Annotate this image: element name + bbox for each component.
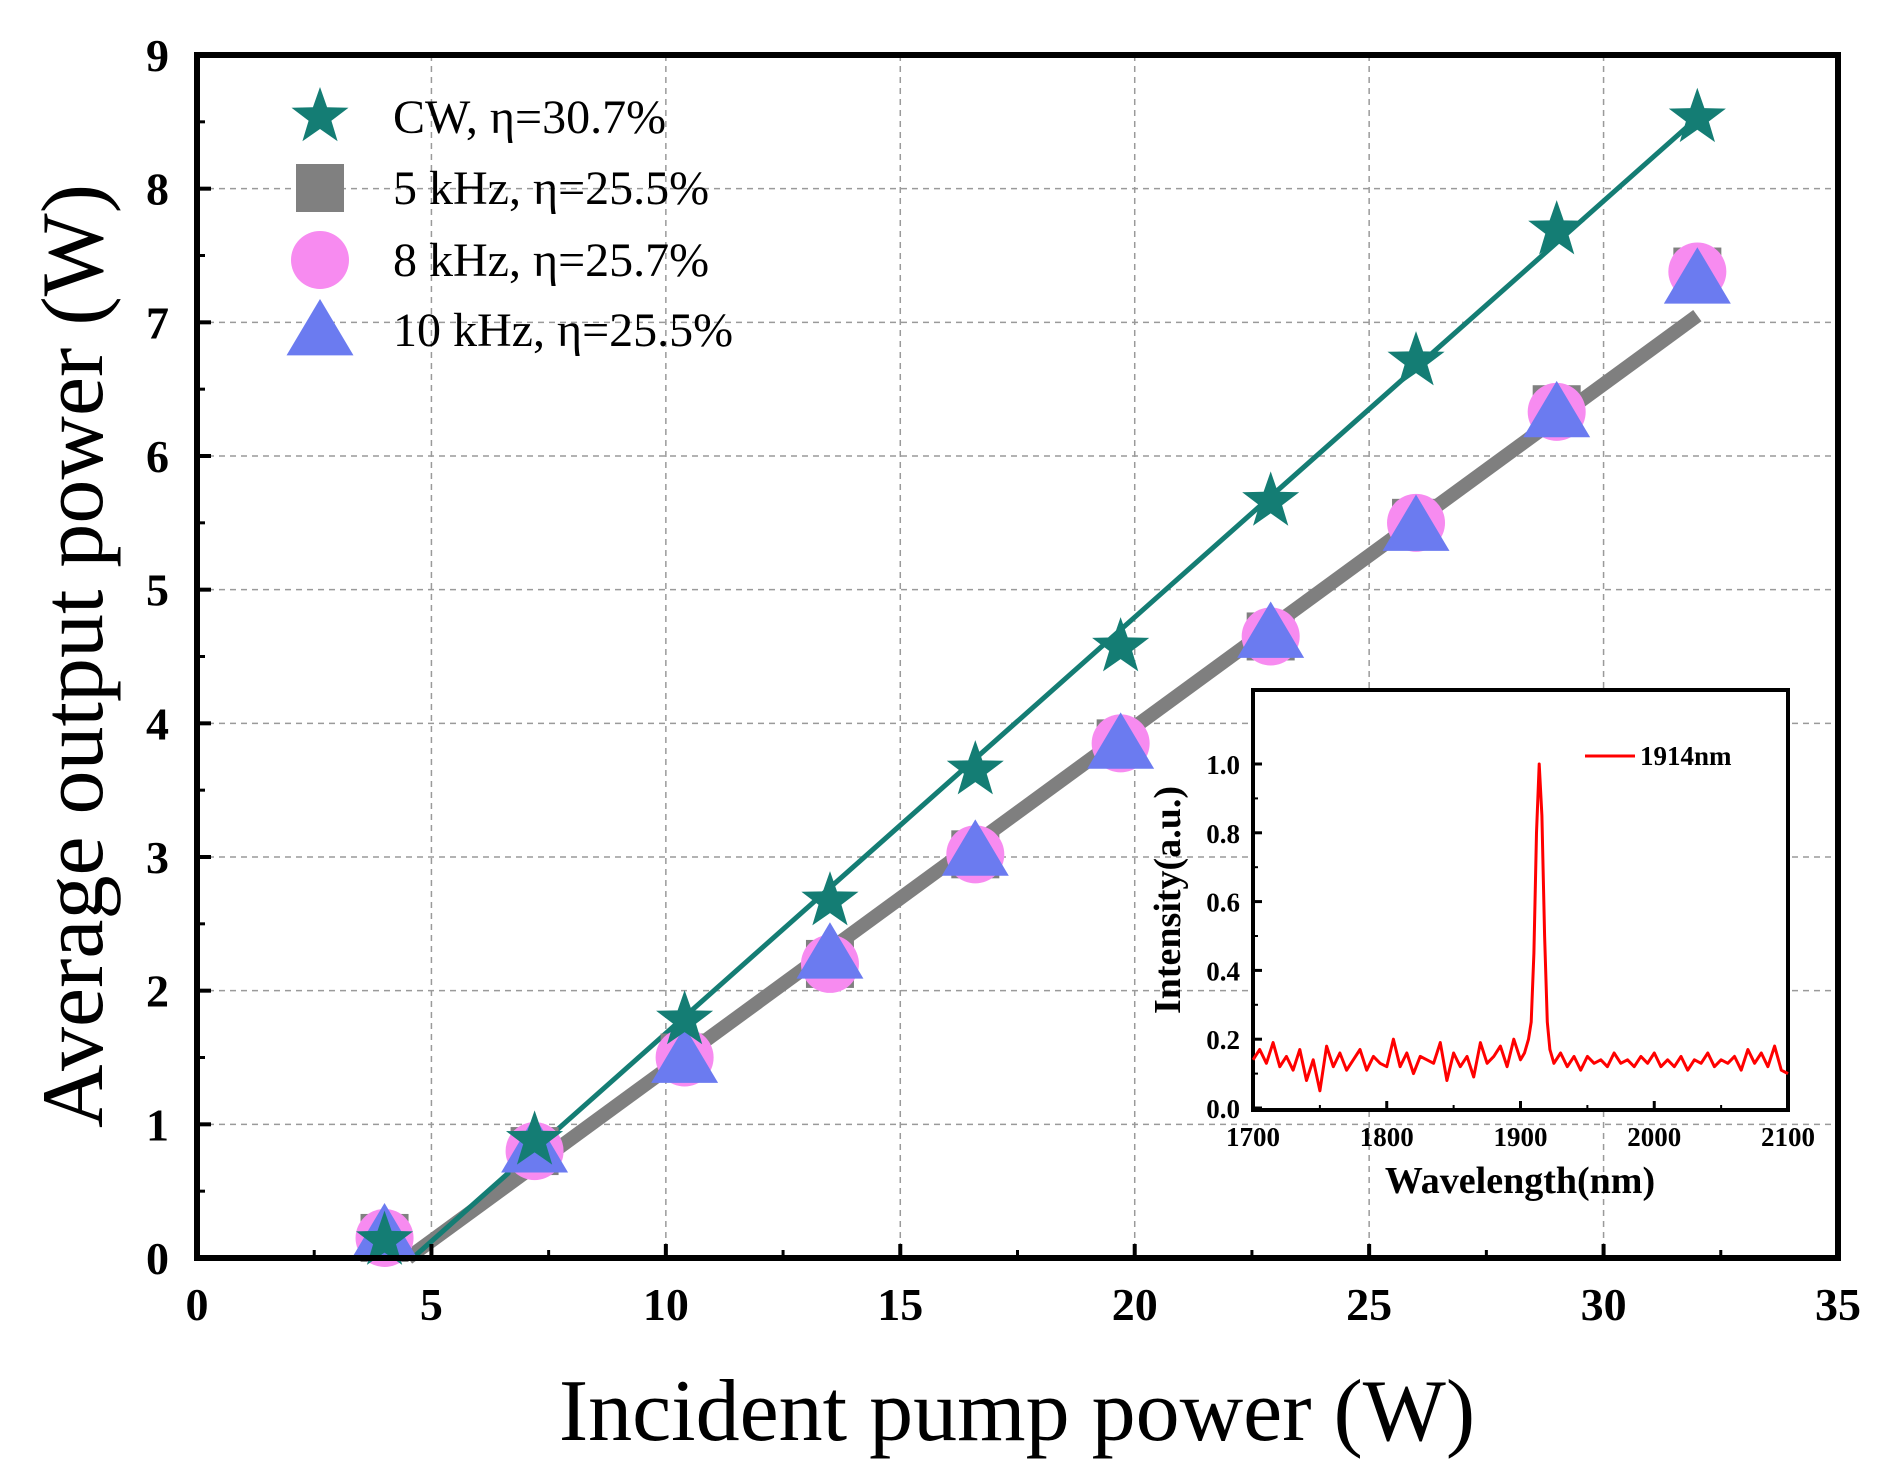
main-legend: CW, η=30.7% 5 kHz, η=25.5% 8 kHz, η=25.7% 1… bbox=[286, 87, 733, 357]
legend-cw-star-marker bbox=[291, 87, 349, 142]
inset-spectrum bbox=[1251, 762, 1789, 1093]
x-tick-label: 10 bbox=[643, 1279, 689, 1330]
cw-star-marker bbox=[1668, 87, 1726, 143]
y-tick-label: 2 bbox=[146, 966, 169, 1017]
triangle-10khz-marker bbox=[796, 922, 864, 979]
y-tick-label: 6 bbox=[146, 431, 169, 482]
triangle-10khz-marker bbox=[1087, 712, 1155, 769]
x-axis-title: Incident pump power (W) bbox=[559, 1363, 1475, 1460]
y-axis-title: Average output power (W) bbox=[25, 184, 122, 1128]
x-tick-label: 25 bbox=[1346, 1279, 1392, 1330]
cw-star-marker bbox=[1092, 617, 1150, 672]
legend-triangle-10khz-marker bbox=[286, 299, 354, 356]
inset-x-tick-label: 1900 bbox=[1494, 1122, 1548, 1152]
inset-y-tick-label: 0.2 bbox=[1206, 1025, 1240, 1055]
triangle-10khz-marker bbox=[1237, 601, 1305, 658]
cw-star-marker bbox=[1242, 471, 1300, 526]
y-tick-label: 5 bbox=[146, 565, 169, 616]
main-markers bbox=[351, 87, 1731, 1267]
inset-x-tick-label: 1700 bbox=[1226, 1122, 1280, 1152]
inset-legend: 1914nm bbox=[1585, 741, 1732, 771]
legend-label: 8 kHz, η=25.7% bbox=[393, 234, 709, 287]
inset-y-axis-title: Intensity(a.u.) bbox=[1147, 786, 1189, 1014]
inset-axis-ticks bbox=[1251, 762, 1790, 1110]
legend-label: 10 kHz, η=25.5% bbox=[393, 304, 733, 357]
cw-star-marker bbox=[656, 990, 714, 1045]
cw-fit-line bbox=[411, 115, 1700, 1260]
y-tick-label: 8 bbox=[146, 164, 169, 215]
legend-square-5khz-marker bbox=[296, 164, 344, 212]
y-tick-label: 4 bbox=[146, 698, 169, 749]
x-tick-label: 0 bbox=[186, 1279, 209, 1330]
inset-x-tick-label: 2100 bbox=[1761, 1122, 1815, 1152]
inset-x-tick-label: 2000 bbox=[1627, 1122, 1681, 1152]
legend-label: 5 kHz, η=25.5% bbox=[393, 162, 709, 215]
inset-x-tick-labels: 1700 1800 1900 2000 2100 bbox=[1226, 1122, 1815, 1152]
inset-plot: 1700 1800 1900 2000 2100 0.00.20.40.60.81.0 … bbox=[1147, 688, 1815, 1202]
cw-star-marker bbox=[946, 740, 1004, 795]
main-fit-lines bbox=[403, 115, 1702, 1264]
main-axis-ticks bbox=[195, 53, 1840, 1260]
main-x-tick-labels: 0 5 10 15 20 25 30 35 bbox=[186, 1279, 1862, 1330]
y-tick-label: 3 bbox=[146, 832, 169, 883]
triangle-10khz-marker bbox=[1523, 380, 1591, 438]
inset-x-axis-title: Wavelength(nm) bbox=[1385, 1160, 1655, 1202]
y-tick-label: 7 bbox=[146, 297, 169, 348]
x-tick-label: 35 bbox=[1815, 1279, 1861, 1330]
x-tick-label: 15 bbox=[877, 1279, 923, 1330]
cw-star-marker bbox=[356, 1210, 414, 1265]
inset-spectrum-line bbox=[1251, 762, 1789, 1093]
triangle-10khz-marker bbox=[651, 1026, 719, 1083]
inset-y-tick-labels: 0.0 0.2 0.4 0.6 0.8 1.0 bbox=[1206, 750, 1240, 1124]
inset-plot-frame bbox=[1251, 688, 1790, 1112]
triangle-10khz-marker bbox=[1663, 247, 1731, 304]
inset-legend-label: 1914nm bbox=[1640, 741, 1732, 771]
x-tick-label: 5 bbox=[420, 1279, 443, 1330]
inset-y-tick-label: 0.0 bbox=[1206, 1094, 1240, 1124]
inset-x-tick-label: 1800 bbox=[1360, 1122, 1414, 1152]
inset-y-tick-label: 0.8 bbox=[1206, 819, 1240, 849]
triangle-10khz-marker bbox=[941, 819, 1009, 876]
cw-star-marker bbox=[1387, 331, 1445, 386]
y-tick-label: 1 bbox=[146, 1099, 169, 1150]
inset-y-tick-label: 0.4 bbox=[1206, 956, 1240, 986]
triangle-10khz-marker bbox=[1382, 494, 1450, 551]
cw-star-marker bbox=[1528, 200, 1586, 255]
inset-y-tick-label: 1.0 bbox=[1206, 750, 1240, 780]
legend-label: CW, η=30.7% bbox=[393, 91, 666, 144]
legend-circle-8khz-marker bbox=[291, 231, 349, 289]
y-tick-label: 9 bbox=[146, 30, 169, 81]
main-y-tick-labels: 0 1 2 3 4 5 6 7 8 9 bbox=[146, 30, 169, 1284]
cw-star-marker bbox=[801, 871, 859, 926]
y-tick-label: 0 bbox=[146, 1233, 169, 1284]
pulsed-fit-line bbox=[403, 309, 1702, 1264]
cw-star-marker bbox=[506, 1110, 564, 1165]
x-tick-label: 20 bbox=[1112, 1279, 1158, 1330]
x-tick-label: 30 bbox=[1581, 1279, 1627, 1330]
inset-y-tick-label: 0.6 bbox=[1206, 888, 1240, 918]
main-plot: 0 5 10 15 20 25 30 35 0 1 2 3 4 5 6 7 8 9 Incident pump … bbox=[25, 30, 1861, 1460]
